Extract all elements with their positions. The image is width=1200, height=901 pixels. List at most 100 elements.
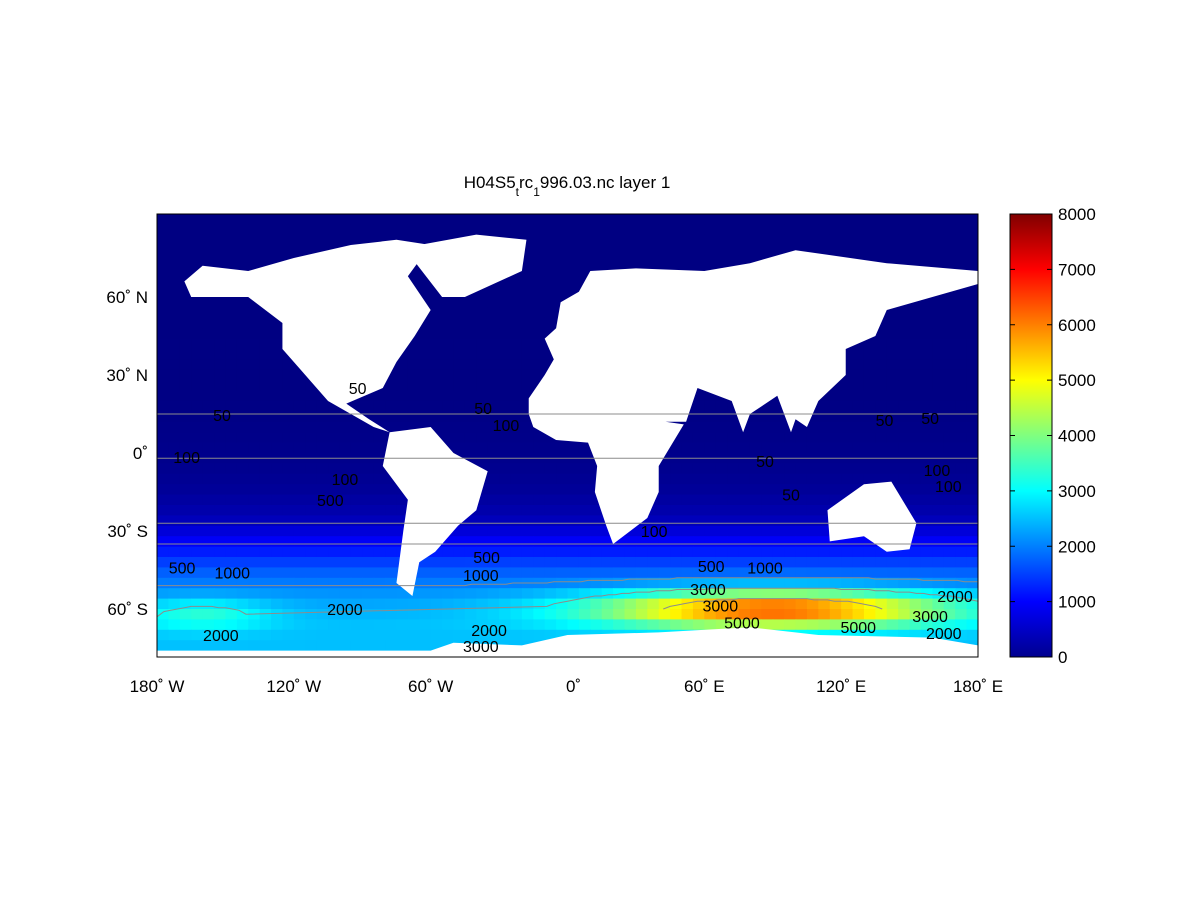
heatmap-cell xyxy=(772,557,785,568)
heatmap-cell xyxy=(271,349,284,360)
heatmap-cell xyxy=(955,577,968,589)
heatmap-cell xyxy=(293,390,306,402)
heatmap-cell xyxy=(225,577,238,589)
heatmap-cell xyxy=(909,255,922,267)
heatmap-cell xyxy=(179,349,192,360)
heatmap-cell xyxy=(453,390,466,402)
heatmap-cell xyxy=(191,369,204,381)
heatmap-cell xyxy=(875,598,888,610)
heatmap-cell xyxy=(214,390,227,402)
heatmap-cell xyxy=(818,546,831,558)
heatmap-cell xyxy=(772,515,785,527)
heatmap-cell xyxy=(784,224,797,236)
heatmap-cell xyxy=(350,224,363,236)
heatmap-cell xyxy=(647,536,660,548)
heatmap-cell xyxy=(362,473,375,485)
heatmap-cell xyxy=(806,411,819,423)
heatmap-cell xyxy=(681,234,694,246)
heatmap-cell xyxy=(556,505,569,516)
contour-lines xyxy=(157,413,978,618)
heatmap-cell xyxy=(590,214,603,225)
heatmap-cell xyxy=(293,432,306,444)
heatmap-cell xyxy=(863,369,876,381)
heatmap-cell xyxy=(271,432,284,444)
heatmap-cell xyxy=(225,463,238,475)
heatmap-cell xyxy=(761,442,774,454)
heatmap-cell xyxy=(453,359,466,371)
heatmap-cell xyxy=(898,369,911,381)
heatmap-cell xyxy=(795,442,808,454)
heatmap-cell xyxy=(601,224,614,236)
heatmap-cell xyxy=(248,494,261,506)
heatmap-cell xyxy=(909,442,922,454)
heatmap-cell xyxy=(510,380,523,392)
heatmap-cell xyxy=(749,557,762,568)
heatmap-cell xyxy=(476,401,489,412)
heatmap-cell xyxy=(293,369,306,381)
heatmap-cell xyxy=(453,380,466,392)
heatmap-cell xyxy=(157,546,170,558)
heatmap-cell xyxy=(214,505,227,516)
heatmap-cell xyxy=(692,245,705,256)
heatmap-cell xyxy=(407,359,420,371)
heatmap-cell xyxy=(419,317,432,329)
heatmap-cell xyxy=(499,297,512,308)
heatmap-cell xyxy=(863,557,876,568)
heatmap-cell xyxy=(293,234,306,246)
heatmap-cell xyxy=(430,609,443,620)
heatmap-cell xyxy=(225,411,238,423)
heatmap-cell xyxy=(293,463,306,475)
heatmap-cell xyxy=(305,629,318,641)
heatmap-cell xyxy=(692,421,705,433)
heatmap-cell xyxy=(521,463,534,475)
heatmap-cell xyxy=(681,515,694,527)
heatmap-cell xyxy=(157,349,170,360)
contour-label: 5000 xyxy=(724,615,760,632)
heatmap-cell xyxy=(727,525,740,537)
heatmap-cell xyxy=(875,567,888,579)
heatmap-cell xyxy=(943,349,956,360)
heatmap-cell xyxy=(236,442,249,454)
heatmap-cell xyxy=(578,442,591,454)
heatmap-cell xyxy=(772,484,785,496)
heatmap-cell xyxy=(898,234,911,246)
heatmap-cell xyxy=(236,577,249,589)
heatmap-cell xyxy=(567,577,580,589)
heatmap-cell xyxy=(339,463,352,475)
heatmap-cell xyxy=(385,546,398,558)
heatmap-cell xyxy=(704,442,717,454)
heatmap-cell xyxy=(328,598,341,610)
heatmap-cell xyxy=(784,214,797,225)
heatmap-cell xyxy=(248,317,261,329)
heatmap-cell xyxy=(772,536,785,548)
heatmap-cell xyxy=(407,369,420,381)
heatmap-cell xyxy=(202,411,215,423)
heatmap-cell xyxy=(510,421,523,433)
heatmap-cell xyxy=(305,214,318,225)
heatmap-cell xyxy=(510,432,523,444)
heatmap-cell xyxy=(464,432,477,444)
heatmap-cell xyxy=(727,567,740,579)
heatmap-cell xyxy=(476,286,489,298)
heatmap-cell xyxy=(487,286,500,298)
heatmap-cell xyxy=(464,214,477,225)
heatmap-cell xyxy=(442,567,455,579)
heatmap-cell xyxy=(316,432,329,444)
heatmap-cell xyxy=(305,432,318,444)
heatmap-cell xyxy=(191,245,204,256)
heatmap-cell xyxy=(544,432,557,444)
heatmap-cell xyxy=(168,463,181,475)
heatmap-cell xyxy=(533,619,546,631)
heatmap-cell xyxy=(521,369,534,381)
heatmap-cell xyxy=(715,505,728,516)
heatmap-cell xyxy=(795,525,808,537)
heatmap-cell xyxy=(738,577,751,589)
heatmap-cell xyxy=(350,588,363,600)
heatmap-cell xyxy=(818,390,831,402)
heatmap-cell xyxy=(704,609,717,620)
heatmap-cell xyxy=(236,557,249,568)
heatmap-cell xyxy=(943,505,956,516)
heatmap-cell xyxy=(784,557,797,568)
heatmap-cell xyxy=(920,245,933,256)
heatmap-cell xyxy=(225,557,238,568)
